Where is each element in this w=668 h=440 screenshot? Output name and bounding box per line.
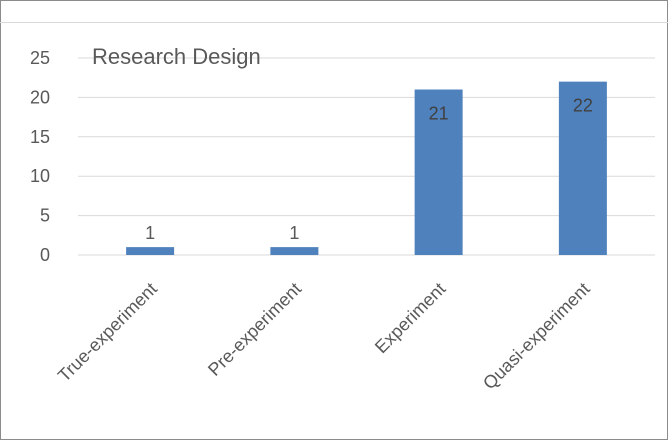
data-label: 21 <box>429 104 449 124</box>
data-labels: 1 1 21 22 <box>145 96 593 243</box>
x-category-label: True-experiment <box>54 279 161 386</box>
gridlines <box>78 57 655 256</box>
y-tick-label: 0 <box>40 245 50 265</box>
x-axis-categories: True-experiment Pre-experiment Experiment Q… <box>54 279 594 394</box>
x-category-label: Experiment <box>371 279 450 358</box>
bar-experiment <box>414 89 463 256</box>
data-label: 1 <box>145 223 155 243</box>
x-category-label: Quasi-experiment <box>479 279 594 394</box>
bar-quasi-experiment <box>558 81 607 255</box>
y-tick-label: 10 <box>30 166 50 186</box>
bar-true-experiment <box>126 247 175 255</box>
data-label: 1 <box>289 223 299 243</box>
x-category-label: Pre-experiment <box>204 279 305 380</box>
top-divider <box>0 22 668 23</box>
y-tick-label: 20 <box>30 87 50 107</box>
bars <box>126 81 607 256</box>
y-tick-label: 25 <box>30 48 50 68</box>
data-label: 22 <box>573 96 593 116</box>
y-axis-ticks: 0 5 10 15 20 25 <box>30 48 50 265</box>
y-tick-label: 5 <box>40 206 50 226</box>
bar-pre-experiment <box>270 247 319 255</box>
y-tick-label: 15 <box>30 127 50 147</box>
chart-title: Research Design <box>92 44 261 69</box>
